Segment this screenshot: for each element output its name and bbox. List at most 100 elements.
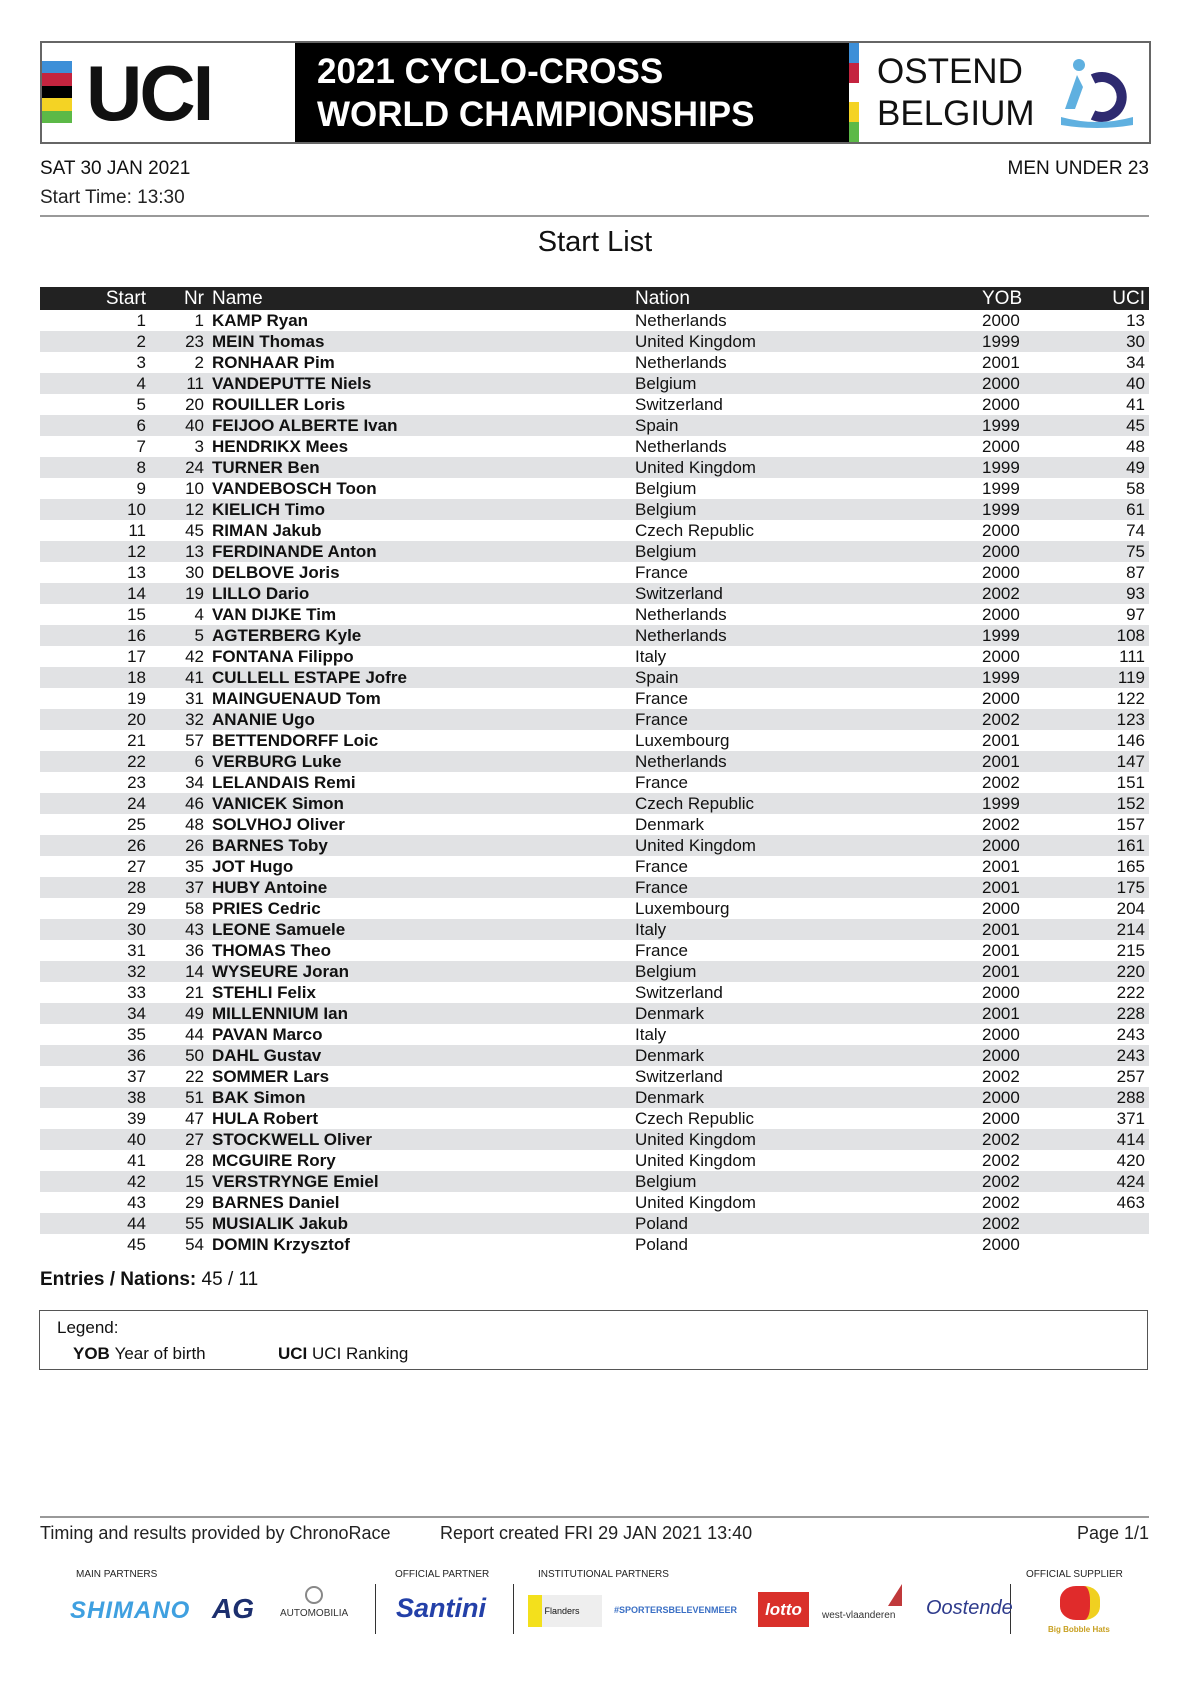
uci-ranking-cell: 119: [1062, 667, 1149, 688]
yob-cell: 2000: [982, 1235, 1020, 1254]
start-cell: 15: [127, 605, 146, 624]
yob-cell: 1999: [982, 331, 1062, 352]
start-cell: 4: [40, 373, 146, 394]
nr-cell: 20: [185, 395, 204, 414]
entries-summary: Entries / Nations: 45 / 11: [40, 1268, 258, 1291]
table-row: 36 50 DAHL Gustav Denmark 2000 243: [40, 1045, 1149, 1066]
rider-name: VANICEK Simon: [204, 793, 635, 814]
host-city: OSTEND: [877, 51, 1023, 91]
yob-cell: 2001: [982, 751, 1062, 772]
nr-cell: 13: [146, 541, 204, 562]
rider-name: ANANIE Ugo: [204, 709, 635, 730]
uci-logo-text: UCI: [86, 48, 214, 137]
yob-cell: 2002: [982, 709, 1062, 730]
uci-ranking-cell: [1062, 1213, 1149, 1234]
nation-cell: Netherlands: [635, 353, 727, 372]
rider-name: BARNES Toby: [204, 835, 635, 856]
rider-name: DELBOVE Joris: [212, 563, 340, 582]
rider-name: FERDINANDE Anton: [204, 541, 635, 562]
flanders-text: Flanders: [544, 1606, 580, 1616]
nation-cell: Czech Republic: [635, 521, 755, 540]
table-row: 27 35 JOT Hugo France 2001 165: [40, 856, 1149, 877]
rider-name: KAMP Ryan: [212, 311, 309, 330]
rider-name: THOMAS Theo: [212, 941, 331, 960]
rider-name: FEIJOO ALBERTE Ivan: [204, 415, 635, 436]
uci-ranking-cell: 214: [1062, 919, 1149, 940]
start-cell: 5: [136, 395, 146, 414]
flanders-logo: Flanders: [528, 1595, 602, 1627]
nation-cell: Italy: [635, 647, 667, 666]
col-start: Start: [40, 287, 146, 310]
start-cell: 36: [40, 1045, 146, 1066]
table-row: 3 2 RONHAAR Pim Netherlands 2001 34: [40, 352, 1149, 373]
yob-cell: 2000: [982, 835, 1062, 856]
nr-cell: 30: [185, 563, 204, 582]
start-cell: 45: [127, 1235, 146, 1254]
table-row: 23 34 LELANDAIS Remi France 2002 151: [40, 772, 1149, 793]
ostend-emblem-icon: [1060, 58, 1133, 128]
table-row: 13 30 DELBOVE Joris France 2000 87: [40, 562, 1149, 583]
entries-label: Entries / Nations:: [40, 1269, 197, 1290]
yob-cell: 2002: [982, 1193, 1020, 1212]
table-row: 32 14 WYSEURE Joran Belgium 2001 220: [40, 961, 1149, 982]
nation-cell: France: [635, 857, 688, 876]
rider-name: HUBY Antoine: [204, 877, 635, 898]
uci-ranking-cell: 243: [1116, 1025, 1145, 1044]
start-cell: 42: [40, 1171, 146, 1192]
nr-cell: 2: [194, 353, 204, 372]
rider-name: BAK Simon: [204, 1087, 635, 1108]
table-row: 10 12 KIELICH Timo Belgium 1999 61: [40, 499, 1149, 520]
flanders-lion-icon: [528, 1595, 542, 1627]
start-cell: 2: [40, 331, 146, 352]
nation-cell: Spain: [635, 415, 982, 436]
uci-ranking-cell: 257: [1116, 1067, 1145, 1086]
nr-cell: 46: [146, 793, 204, 814]
timing-credit: Timing and results provided by ChronoRac…: [40, 1523, 391, 1543]
yob-cell: 2002: [982, 815, 1020, 834]
nation-cell: Luxembourg: [635, 731, 730, 750]
sportersbelevenmeer-logo: #SPORTERSBELEVENMEER: [614, 1605, 738, 1615]
start-cell: 38: [40, 1087, 146, 1108]
start-cell: 26: [40, 835, 146, 856]
start-cell: 16: [40, 625, 146, 646]
event-title-box: 2021 CYCLO-CROSS WORLD CHAMPIONSHIPS: [295, 43, 849, 142]
table-row: 33 21 STEHLI Felix Switzerland 2000 222: [40, 982, 1149, 1003]
table-row: 26 26 BARNES Toby United Kingdom 2000 161: [40, 835, 1149, 856]
partner-separator: [513, 1584, 514, 1634]
uci-ranking-cell: 228: [1062, 1003, 1149, 1024]
nr-cell: 5: [146, 625, 204, 646]
uci-ranking-cell: [1062, 1234, 1149, 1255]
nation-cell: Italy: [635, 1025, 667, 1044]
rider-name: MILLENNIUM Ian: [204, 1003, 635, 1024]
official-partner-label: OFFICIAL PARTNER: [395, 1569, 490, 1580]
uci-ranking-cell: 222: [1116, 983, 1145, 1002]
big-bobble-hats-logo: Big Bobble Hats: [1048, 1625, 1110, 1634]
rider-name: LEONE Samuele: [204, 919, 635, 940]
nr-cell: 1: [194, 311, 204, 330]
uci-ranking-cell: 97: [1126, 605, 1145, 624]
uci-ranking-cell: 75: [1062, 541, 1149, 562]
rider-name: HULA Robert: [212, 1109, 319, 1128]
event-title-line1: 2021 CYCLO-CROSS: [317, 51, 664, 91]
nation-cell: Netherlands: [635, 605, 727, 624]
uci-ranking-cell: 111: [1119, 647, 1145, 666]
uci-ranking-cell: 215: [1116, 941, 1145, 960]
yob-cell: 2001: [982, 731, 1020, 750]
nr-cell: 22: [185, 1067, 204, 1086]
nr-cell: 12: [146, 499, 204, 520]
legend-key: YOB: [73, 1344, 110, 1363]
table-row: 30 43 LEONE Samuele Italy 2001 214: [40, 919, 1149, 940]
start-cell: 12: [40, 541, 146, 562]
start-cell: 25: [127, 815, 146, 834]
start-cell: 10: [40, 499, 146, 520]
yob-cell: 2000: [982, 395, 1020, 414]
uci-ranking-cell: 161: [1062, 835, 1149, 856]
nation-cell: Belgium: [635, 373, 982, 394]
table-row: 37 22 SOMMER Lars Switzerland 2002 257: [40, 1066, 1149, 1087]
table-row: 2 23 MEIN Thomas United Kingdom 1999 30: [40, 331, 1149, 352]
nation-cell: Belgium: [635, 499, 982, 520]
table-row: 44 55 MUSIALIK Jakub Poland 2002: [40, 1213, 1149, 1234]
nation-cell: Belgium: [635, 541, 982, 562]
start-cell: 21: [127, 731, 146, 750]
